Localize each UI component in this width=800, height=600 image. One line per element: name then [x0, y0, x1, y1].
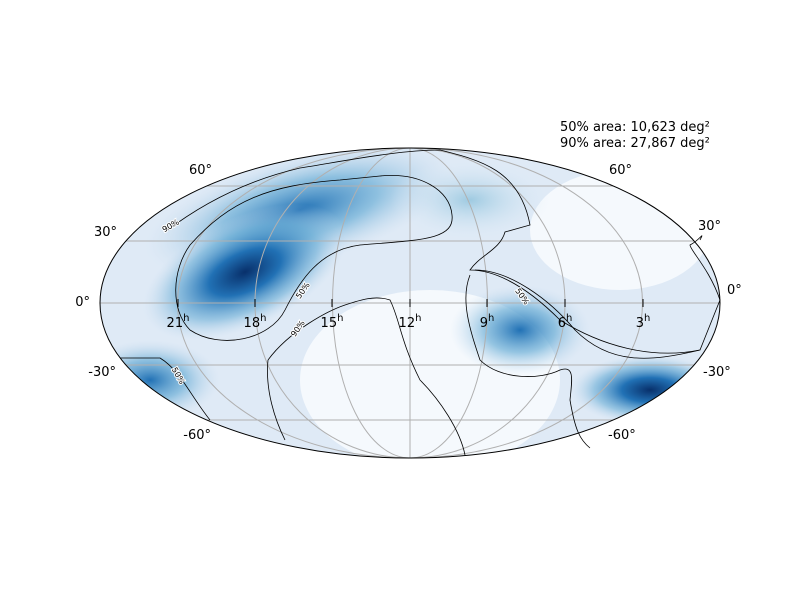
- frame: [99, 147, 721, 459]
- ra-number: 12: [399, 316, 416, 331]
- dec-tick-label: 30°: [698, 219, 721, 234]
- ra-number: 9: [480, 316, 488, 331]
- ra-number: 15: [321, 316, 338, 331]
- ra-tick-label: 18h: [244, 313, 267, 331]
- area-annotation: 50% area: 10,623 deg²: [560, 120, 710, 135]
- ra-tick-label: 12h: [399, 313, 422, 331]
- ra-tick-label: 21h: [167, 313, 190, 331]
- dec-tick-label: 60°: [189, 163, 212, 178]
- contours: [120, 149, 721, 456]
- ra-unit: h: [566, 313, 572, 324]
- ra-tick-label: 15h: [321, 313, 344, 331]
- dec-tick-label: -60°: [183, 428, 211, 443]
- dec-tick-label: -30°: [88, 365, 116, 380]
- dec-tick-label: -30°: [703, 365, 731, 380]
- ra-number: 18: [244, 316, 261, 331]
- ra-tick-label: 9h: [480, 313, 495, 331]
- dec-tick-label: -60°: [608, 428, 636, 443]
- area-annotation: 90% area: 27,867 deg²: [560, 136, 710, 151]
- dec-tick-label: 0°: [75, 295, 90, 310]
- ra-tick-label: 6h: [558, 313, 573, 331]
- ra-unit: h: [337, 313, 343, 324]
- ra-unit: h: [260, 313, 266, 324]
- ra-unit: h: [415, 313, 421, 324]
- ra-number: 21: [167, 316, 184, 331]
- ra-unit: h: [183, 313, 189, 324]
- ra-tick-label: 3h: [636, 313, 651, 331]
- dec-tick-label: 0°: [727, 283, 742, 298]
- ra-unit: h: [644, 313, 650, 324]
- dec-tick-label: 30°: [94, 225, 117, 240]
- ra-unit: h: [488, 313, 494, 324]
- dec-tick-label: 60°: [609, 163, 632, 178]
- ra-number: 6: [558, 316, 566, 331]
- ra-number: 3: [636, 316, 644, 331]
